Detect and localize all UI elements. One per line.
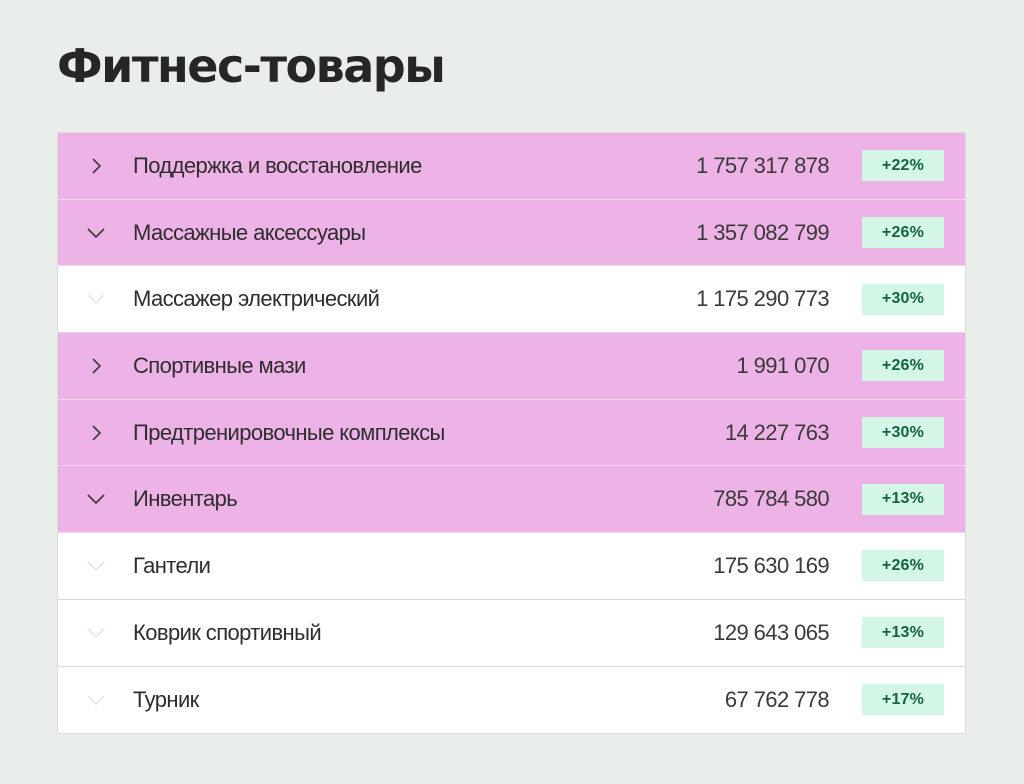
table-row[interactable]: Массажер электрический 1 175 290 773 +30… (58, 266, 965, 334)
row-label: Инвентарь (133, 486, 238, 512)
table-row[interactable]: Предтренировочные комплексы 14 227 763 +… (58, 399, 965, 467)
table-row[interactable]: Массажные аксессуары 1 357 082 799 +26% (58, 199, 965, 267)
chevron-right-icon[interactable] (85, 422, 107, 444)
row-value: 67 762 778 (724, 686, 830, 712)
table-row[interactable]: Поддержка и восстановление 1 757 317 878… (58, 133, 965, 200)
chevron-right-icon[interactable] (85, 155, 107, 177)
change-badge: +17% (862, 684, 944, 716)
row-label: Коврик спортивный (133, 619, 322, 645)
change-badge: +26% (862, 350, 944, 382)
change-badge: +26% (862, 550, 944, 582)
row-value: 1 991 070 (736, 352, 830, 378)
row-value: 785 784 580 (713, 486, 829, 512)
category-table: Поддержка и восстановление 1 757 317 878… (57, 132, 966, 735)
chevron-down-icon (85, 689, 107, 711)
chevron-down-icon (85, 555, 107, 577)
row-value: 1 357 082 799 (696, 219, 829, 245)
chevron-down-icon[interactable] (85, 488, 107, 510)
row-label: Гантели (133, 552, 211, 578)
table-row[interactable]: Турник 67 762 778 +17% (58, 666, 965, 734)
row-label: Спортивные мази (133, 352, 306, 378)
row-value: 175 630 169 (713, 552, 829, 578)
table-row[interactable]: Коврик спортивный 129 643 065 +13% (58, 599, 965, 667)
change-badge: +13% (862, 483, 944, 515)
table-row[interactable]: Инвентарь 785 784 580 +13% (58, 466, 965, 534)
row-label: Поддержка и восстановление (133, 152, 422, 178)
row-value: 129 643 065 (713, 619, 829, 645)
change-badge: +22% (862, 150, 944, 182)
change-badge: +30% (862, 417, 944, 449)
row-label: Массажные аксессуары (133, 219, 366, 245)
change-badge: +13% (862, 617, 944, 649)
change-badge: +30% (862, 283, 944, 315)
table-row[interactable]: Спортивные мази 1 991 070 +26% (58, 333, 965, 400)
page-title: Фитнес-товары (57, 39, 446, 93)
chevron-down-icon[interactable] (85, 222, 107, 244)
table-row[interactable]: Гантели 175 630 169 +26% (58, 533, 965, 600)
chevron-down-icon (85, 288, 107, 310)
chevron-right-icon[interactable] (85, 355, 107, 377)
chevron-down-icon (85, 622, 107, 644)
row-label: Предтренировочные комплексы (133, 419, 445, 445)
row-value: 14 227 763 (724, 419, 830, 445)
change-badge: +26% (862, 217, 944, 249)
row-label: Массажер электрический (133, 286, 380, 312)
row-value: 1 757 317 878 (696, 152, 829, 178)
row-value: 1 175 290 773 (696, 286, 829, 312)
row-label: Турник (133, 686, 199, 712)
